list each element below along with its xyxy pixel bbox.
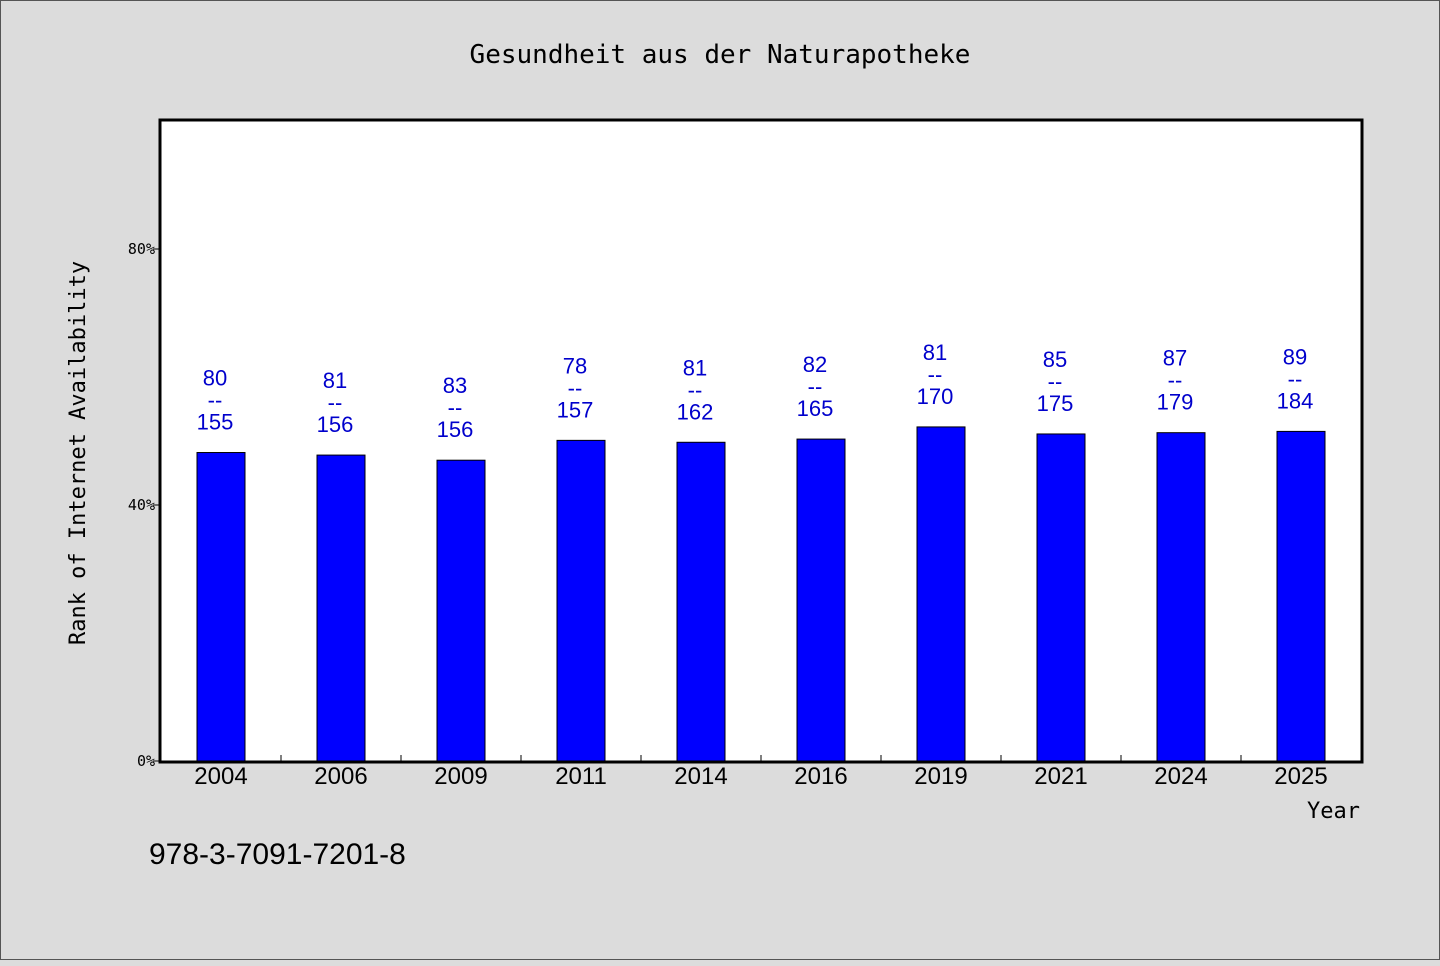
data-label-bottom: 170 (917, 384, 954, 409)
data-labels: 80--15581--15683--15678--15781--16282--1… (197, 340, 1314, 442)
data-label-separator: -- (928, 362, 943, 387)
bar (316, 454, 366, 762)
data-label-bottom: 175 (1037, 391, 1074, 416)
y-tick-label: 40% (128, 496, 155, 514)
data-label-separator: -- (1288, 366, 1303, 391)
x-tick-label: 2025 (1274, 763, 1327, 790)
y-tick-label: 80% (128, 240, 155, 258)
chart-title: Gesundheit aus der Naturapotheke (470, 40, 971, 70)
data-label-top: 80 (203, 366, 227, 391)
bar (556, 439, 606, 762)
y-axis-label: Rank of Internet Availability (66, 261, 91, 645)
x-tick-label: 2016 (794, 763, 847, 790)
x-axis: 2004 2006 2009 2011 2014 2016 2019 2021 2024 2025 (194, 755, 1328, 790)
data-label-bottom: 162 (677, 399, 714, 424)
bar (1276, 430, 1326, 762)
x-tick-label: 2009 (434, 763, 487, 790)
bar (196, 452, 246, 762)
x-axis-label: Year (1307, 799, 1360, 824)
data-label-separator: -- (688, 377, 703, 402)
data-label-top: 87 (1163, 346, 1187, 371)
data-label-top: 81 (923, 340, 947, 365)
data-label-bottom: 179 (1157, 390, 1194, 415)
data-label-top: 81 (323, 368, 347, 393)
data-label-top: 78 (563, 353, 587, 378)
bar (916, 426, 966, 762)
y-axis: 0% 40% 80% (128, 240, 161, 770)
x-tick-label: 2024 (1154, 763, 1207, 790)
x-tick-label: 2014 (674, 763, 727, 790)
isbn-label: 978-3-7091-7201-8 (149, 838, 406, 871)
y-tick-label: 0% (137, 752, 155, 770)
x-tick-label: 2021 (1034, 763, 1087, 790)
data-label-bottom: 156 (437, 417, 474, 442)
x-tick-label: 2004 (194, 763, 247, 790)
data-label-separator: -- (328, 390, 343, 415)
data-label-separator: -- (1168, 368, 1183, 393)
bar (796, 438, 846, 762)
data-label-separator: -- (568, 375, 583, 400)
data-label-top: 89 (1283, 344, 1307, 369)
data-label-bottom: 157 (557, 397, 594, 422)
bars (196, 426, 1326, 762)
data-label-separator: -- (808, 374, 823, 399)
data-label-top: 85 (1043, 347, 1067, 372)
data-label-bottom: 156 (317, 412, 354, 437)
x-tick-label: 2006 (314, 763, 367, 790)
bar (1036, 433, 1086, 762)
data-label-top: 83 (443, 373, 467, 398)
bar (676, 441, 726, 762)
x-tick-label: 2019 (914, 763, 967, 790)
data-label-top: 82 (803, 352, 827, 377)
data-label-bottom: 155 (197, 410, 234, 435)
data-label-bottom: 184 (1277, 388, 1314, 413)
x-tick-label: 2011 (555, 763, 607, 790)
bar (436, 459, 486, 762)
data-label-separator: -- (1048, 369, 1063, 394)
data-label-separator: -- (448, 395, 463, 420)
data-label-bottom: 165 (797, 396, 834, 421)
data-label-top: 81 (683, 355, 707, 380)
bar (1156, 432, 1206, 762)
data-label-separator: -- (208, 388, 223, 413)
